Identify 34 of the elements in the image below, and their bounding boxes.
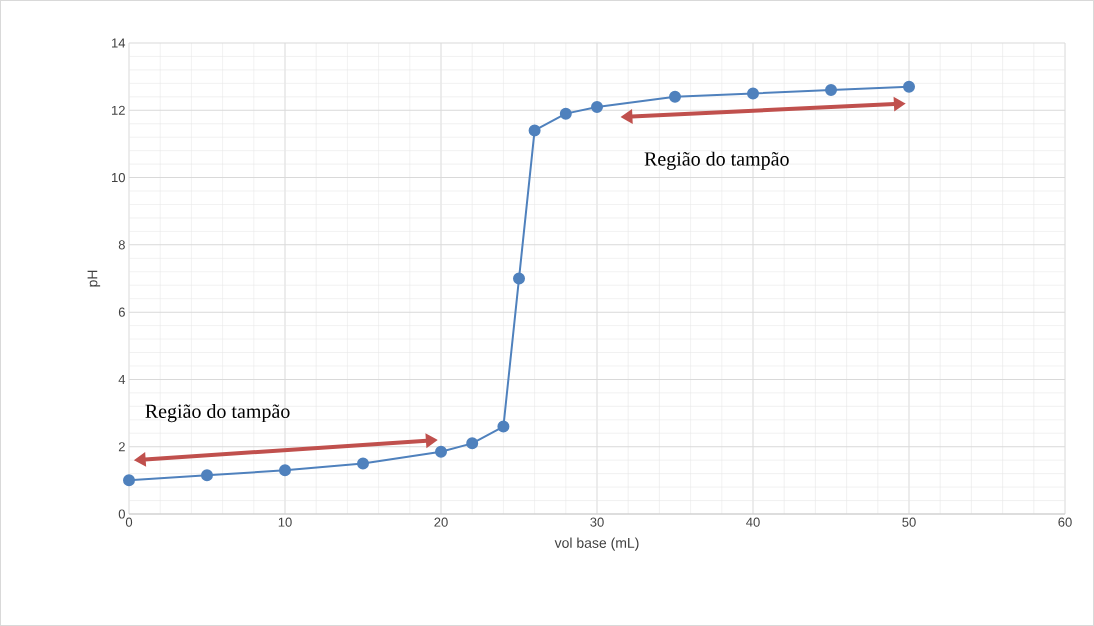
y-tick-label: 4 <box>118 374 126 384</box>
point <box>559 107 572 120</box>
y-tick-label: 14 <box>112 38 126 48</box>
x-tick-label: 30 <box>590 517 604 527</box>
y-tick-label: 0 <box>118 509 125 519</box>
x-tick-label: 60 <box>1058 517 1072 527</box>
x-axis-title: vol base (mL) <box>554 537 639 551</box>
x-tick-label: 10 <box>278 517 292 527</box>
point <box>528 124 541 137</box>
annotation: Região do tampão <box>644 151 789 170</box>
point <box>279 464 291 477</box>
y-axis-title: pH <box>87 270 101 287</box>
point <box>497 420 510 433</box>
y-tick-label: 8 <box>118 240 125 250</box>
point <box>903 80 916 93</box>
y-tick-label: 2 <box>118 442 125 452</box>
point <box>669 90 682 103</box>
point <box>513 272 526 285</box>
point <box>747 87 760 100</box>
point <box>435 445 448 458</box>
y-tick-label: 12 <box>112 105 125 115</box>
point <box>357 457 369 470</box>
x-tick-label: 0 <box>125 517 133 527</box>
point <box>591 100 604 113</box>
point <box>466 437 479 450</box>
annotation: Região do tampão <box>145 403 290 423</box>
point <box>201 469 213 482</box>
x-tick-label: 20 <box>434 517 448 527</box>
x-tick-label: 40 <box>746 517 760 527</box>
point <box>123 474 135 487</box>
point <box>825 84 838 97</box>
y-tick-label: 6 <box>118 307 125 317</box>
y-tick-label: 10 <box>112 172 125 183</box>
x-tick-label: 50 <box>902 517 916 527</box>
